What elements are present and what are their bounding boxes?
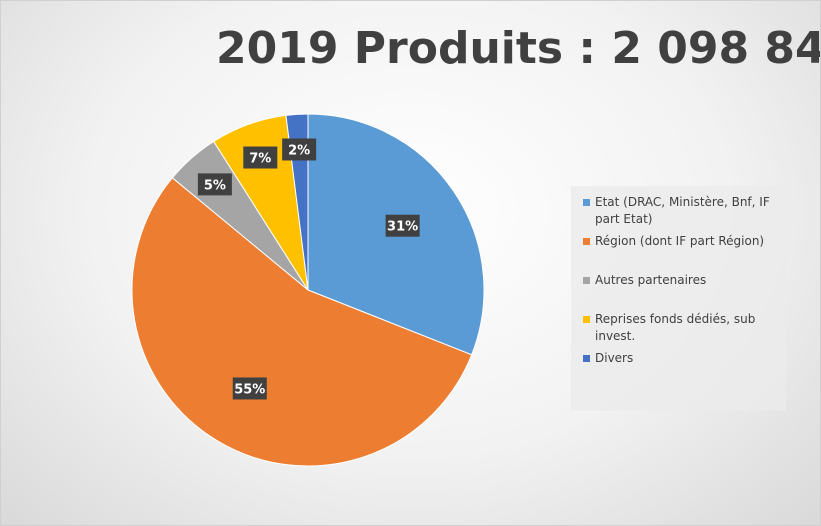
legend-label: Région (dont IF part Région) <box>595 234 765 248</box>
label-box <box>385 214 420 237</box>
legend-swatch <box>583 199 590 206</box>
legend-item: Région (dont IF part Région) <box>583 233 778 250</box>
legend-swatch <box>583 277 590 284</box>
legend-label: Reprises fonds dédiés, sub invest. <box>595 312 756 343</box>
data-label-text: 55% <box>234 382 265 397</box>
legend-item: Etat (DRAC, Ministère, Bnf, IF part Etat… <box>583 194 778 228</box>
legend-label: Autres partenaires <box>595 273 707 287</box>
label-box <box>232 377 267 400</box>
data-label-text: 31% <box>387 220 418 235</box>
data-label: 55% <box>232 377 267 400</box>
label-box <box>243 146 278 169</box>
legend-item: Reprises fonds dédiés, sub invest. <box>583 311 778 345</box>
legend-swatch <box>583 238 590 245</box>
data-label: 2% <box>282 138 317 161</box>
legend: Etat (DRAC, Ministère, Bnf, IF part Etat… <box>571 186 786 411</box>
data-label: 5% <box>197 173 232 196</box>
legend-item: Divers <box>583 350 778 367</box>
chart-title: 2019 Produits : 2 098 845 € <box>216 23 820 74</box>
label-box <box>282 138 317 161</box>
legend-label: Divers <box>595 351 634 365</box>
data-label-text: 2% <box>288 143 310 158</box>
data-label-text: 5% <box>204 178 226 193</box>
label-box <box>197 173 232 196</box>
data-label-text: 7% <box>249 152 271 167</box>
legend-label: Etat (DRAC, Ministère, Bnf, IF part Etat… <box>595 195 770 226</box>
legend-item: Autres partenaires <box>583 272 778 289</box>
data-label: 7% <box>243 146 278 169</box>
pie-slice <box>131 177 473 467</box>
data-label: 31% <box>385 214 420 237</box>
legend-swatch <box>583 316 590 323</box>
legend-swatch <box>583 355 590 362</box>
